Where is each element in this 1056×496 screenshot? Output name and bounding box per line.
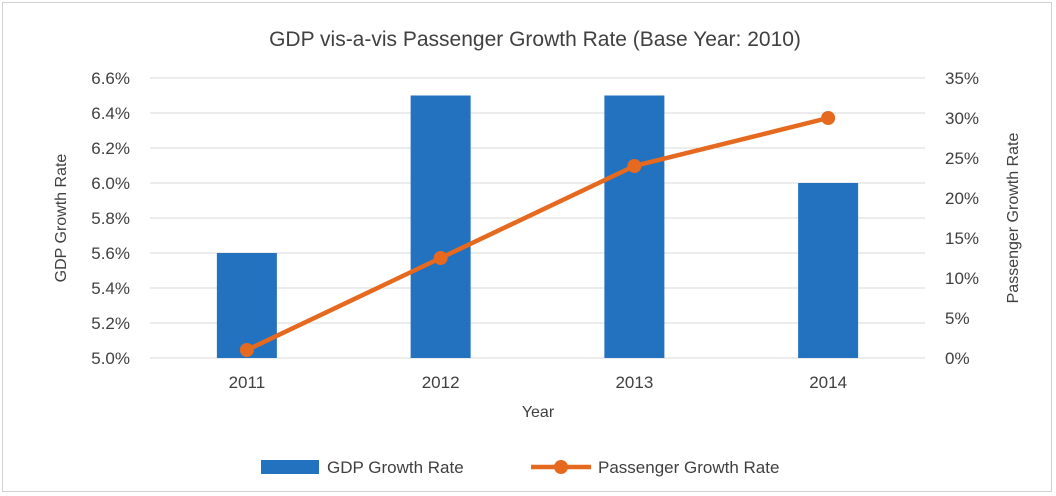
left-tick-label: 5.0% xyxy=(91,349,130,368)
left-tick-label: 5.8% xyxy=(91,209,130,228)
series-line xyxy=(245,115,829,353)
left-axis-title: GDP Growth Rate xyxy=(53,154,70,283)
x-tick-label: 2013 xyxy=(615,373,653,392)
right-tick-label: 20% xyxy=(945,189,979,208)
legend-label: Passenger Growth Rate xyxy=(598,458,779,477)
right-tick-label: 10% xyxy=(945,269,979,288)
right-tick-label: 25% xyxy=(945,149,979,168)
bar xyxy=(410,95,471,358)
x-tick-label: 2011 xyxy=(229,373,266,392)
right-axis-ticks: 0% 5% 10% 15% 20% 25% 30% 35% xyxy=(945,69,979,368)
line-point xyxy=(627,159,642,173)
bar xyxy=(798,183,859,358)
legend: GDP Growth Rate Passenger Growth Rate xyxy=(261,458,779,477)
x-axis-ticks: 2011 2012 2013 2014 xyxy=(229,373,847,392)
right-tick-label: 0% xyxy=(945,349,970,368)
line-point xyxy=(433,251,448,265)
line-point xyxy=(239,343,254,357)
left-tick-label: 5.2% xyxy=(91,314,130,333)
right-tick-label: 5% xyxy=(945,309,970,328)
bar xyxy=(604,95,665,358)
left-tick-label: 6.0% xyxy=(91,174,130,193)
gridlines xyxy=(150,77,925,359)
left-axis-ticks: 5.0% 5.2% 5.4% 5.6% 5.8% 6.0% 6.2% 6.4% 6.6% xyxy=(91,69,130,368)
right-axis-title: Passenger Growth Rate xyxy=(1005,133,1022,304)
x-tick-label: 2012 xyxy=(422,373,460,392)
bars xyxy=(216,95,859,358)
right-tick-label: 35% xyxy=(945,69,979,88)
x-axis-title: Year xyxy=(522,404,555,421)
x-tick-label: 2014 xyxy=(809,373,847,392)
left-tick-label: 6.4% xyxy=(91,104,130,123)
legend-label: GDP Growth Rate xyxy=(327,458,464,477)
left-tick-label: 6.6% xyxy=(91,69,130,88)
right-tick-label: 15% xyxy=(945,229,979,248)
right-tick-label: 30% xyxy=(945,109,979,128)
legend-swatch-marker xyxy=(554,460,568,474)
passenger-line xyxy=(239,111,836,357)
left-tick-label: 5.4% xyxy=(91,279,130,298)
line-point xyxy=(821,111,836,125)
left-tick-label: 6.2% xyxy=(91,139,130,158)
legend-swatch-bar xyxy=(261,460,319,474)
left-tick-label: 5.6% xyxy=(91,244,130,263)
chart-title: GDP vis-a-vis Passenger Growth Rate (Bas… xyxy=(269,28,801,51)
